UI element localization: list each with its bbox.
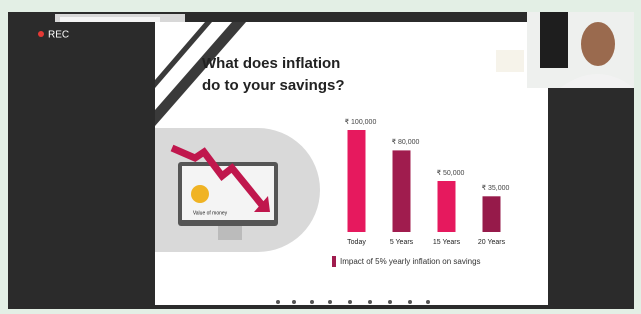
monitor-stand [218, 226, 242, 240]
rec-label: REC [48, 30, 69, 41]
legend-label: Impact of 5% yearly inflation on savings [340, 257, 481, 266]
data-label: ₹ 80,000 [392, 138, 420, 146]
slide-title: What does inflation [202, 55, 340, 72]
bar [438, 181, 456, 232]
bar [483, 196, 501, 232]
data-label: ₹ 35,000 [482, 184, 510, 192]
bar [348, 130, 366, 232]
coin [191, 185, 209, 203]
x-tick-label: 5 Years [390, 239, 414, 246]
rec-dot [38, 31, 44, 37]
logo [496, 50, 524, 72]
webcam-background [540, 12, 568, 68]
x-tick-label: 20 Years [478, 239, 506, 246]
bar [393, 150, 411, 232]
legend-marker [332, 256, 336, 267]
x-tick-label: Today [347, 239, 366, 246]
participant-face [581, 22, 615, 66]
screen: REC What does inflation do to your savin… [0, 0, 641, 309]
data-label: ₹ 50,000 [437, 169, 465, 177]
graphic-label: Value of money [193, 210, 228, 216]
document-tab [60, 17, 160, 22]
slide-title: do to your savings? [202, 77, 345, 94]
x-tick-label: 15 Years [433, 239, 461, 246]
data-label: ₹ 100,000 [345, 118, 377, 126]
